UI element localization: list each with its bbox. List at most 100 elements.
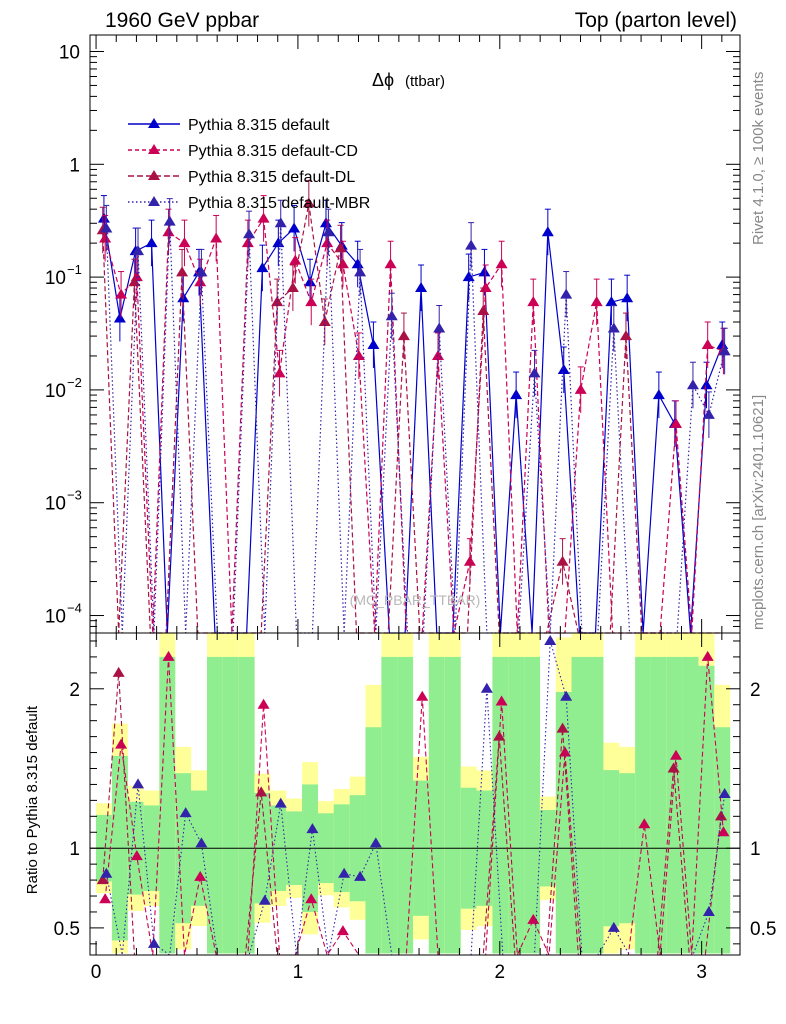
ratio-ylabel: Ratio to Pythia 8.315 default	[24, 705, 41, 894]
data-point	[397, 330, 410, 341]
data-point	[210, 232, 223, 243]
data-point	[128, 276, 141, 287]
data-point	[465, 239, 478, 250]
legend-marker-mbr	[148, 196, 160, 206]
data-point	[607, 322, 620, 333]
ratio-point	[306, 823, 319, 834]
ratio-y-tick-label-right: 0.5	[750, 919, 776, 940]
legend-label-default: Pythia 8.315 default	[188, 117, 330, 134]
ratio-band-inner	[587, 656, 604, 954]
data-point	[574, 383, 587, 394]
data-point	[478, 266, 491, 277]
ratio-point	[556, 722, 569, 733]
data-point	[97, 212, 110, 223]
ratio-point	[96, 874, 109, 885]
ratio-point	[718, 788, 731, 798]
ratio-point	[115, 738, 128, 749]
data-point	[288, 222, 301, 233]
ratio-point	[369, 837, 382, 848]
ratio-point	[607, 921, 620, 932]
y-tick-label: 10	[45, 381, 66, 402]
ratio-band-inner	[397, 656, 414, 954]
watermark: (MC_PBAR_TTBAR)	[350, 592, 481, 608]
data-point	[274, 217, 287, 228]
data-point	[194, 276, 207, 287]
ratio-point	[258, 894, 271, 905]
y-tick-label: 10	[45, 268, 66, 289]
ratio-point	[179, 807, 192, 818]
data-point	[321, 237, 334, 248]
ratio-point	[255, 786, 268, 797]
ratio-point	[99, 893, 112, 904]
data-point	[178, 237, 191, 248]
ratio-point	[100, 867, 113, 878]
data-point	[195, 266, 208, 277]
ratio-point	[336, 925, 349, 936]
ratio-point	[544, 634, 557, 645]
ratio-point	[338, 867, 351, 878]
ratio-point	[112, 666, 125, 677]
ratio-band-inner	[682, 656, 699, 954]
ratio-point	[715, 810, 728, 821]
data-point	[556, 555, 569, 566]
ratio-point	[305, 893, 318, 904]
data-point	[289, 254, 302, 265]
data-point	[241, 237, 254, 248]
ratio-band-inner	[635, 656, 652, 954]
data-point	[510, 389, 523, 400]
ratio-point	[493, 730, 506, 741]
legend-label-cd: Pythia 8.315 default-CD	[188, 143, 358, 160]
data-point	[272, 237, 285, 248]
ratio-band-inner	[381, 656, 398, 954]
data-point	[256, 262, 269, 273]
data-point	[495, 258, 508, 269]
ratio-y-tick-label-left: 2	[69, 680, 80, 701]
ratio-uncertainty-bands	[95, 633, 731, 954]
y-tick-exponent: −4	[67, 601, 82, 616]
ratio-point	[130, 850, 143, 861]
header-left: 1960 GeV ppbar	[105, 9, 259, 32]
data-point	[367, 339, 380, 350]
data-point	[163, 215, 176, 226]
ratio-point	[162, 650, 175, 661]
data-point	[619, 330, 632, 341]
y-tick-exponent: −1	[67, 262, 82, 277]
data-point	[273, 367, 286, 378]
y-tick-label: 10	[59, 42, 80, 63]
ratio-point	[354, 870, 367, 881]
x-tick-label: 2	[494, 962, 505, 983]
ratio-band-inner	[666, 656, 683, 954]
legend: Pythia 8.315 default Pythia 8.315 defaul…	[128, 117, 370, 212]
data-point	[351, 258, 364, 269]
data-point	[145, 237, 158, 248]
ratio-point	[147, 937, 160, 948]
data-point	[528, 367, 541, 378]
ratio-y-tick-label-right: 1	[750, 839, 761, 860]
data-point	[541, 226, 554, 237]
series-line-0	[103, 218, 723, 634]
data-point	[652, 389, 665, 400]
legend-marker-cd	[148, 144, 160, 154]
data-point	[113, 312, 126, 323]
ratio-point	[194, 870, 207, 881]
data-point	[479, 282, 492, 293]
y-tick-label: 1	[69, 155, 80, 176]
data-point	[527, 296, 540, 307]
ratio-y-tick-label-right: 2	[750, 680, 761, 701]
data-point	[100, 222, 113, 233]
ratio-point	[560, 690, 573, 701]
ratio-frame	[89, 632, 741, 956]
data-point	[352, 349, 365, 360]
chart-title-symbol: Δϕ	[372, 70, 394, 90]
ratio-point	[495, 695, 508, 706]
data-point	[433, 322, 446, 333]
ratio-band-inner	[555, 692, 572, 954]
data-point	[686, 379, 699, 390]
data-point	[702, 408, 715, 419]
ratio-point	[667, 762, 680, 773]
data-point	[560, 288, 573, 299]
rivet-label: Rivet 4.1.0, ≥ 100k events	[750, 72, 767, 245]
ratio-y-tick-label-left: 1	[69, 839, 80, 860]
data-point	[463, 555, 476, 566]
ratio-band-inner	[571, 656, 588, 954]
